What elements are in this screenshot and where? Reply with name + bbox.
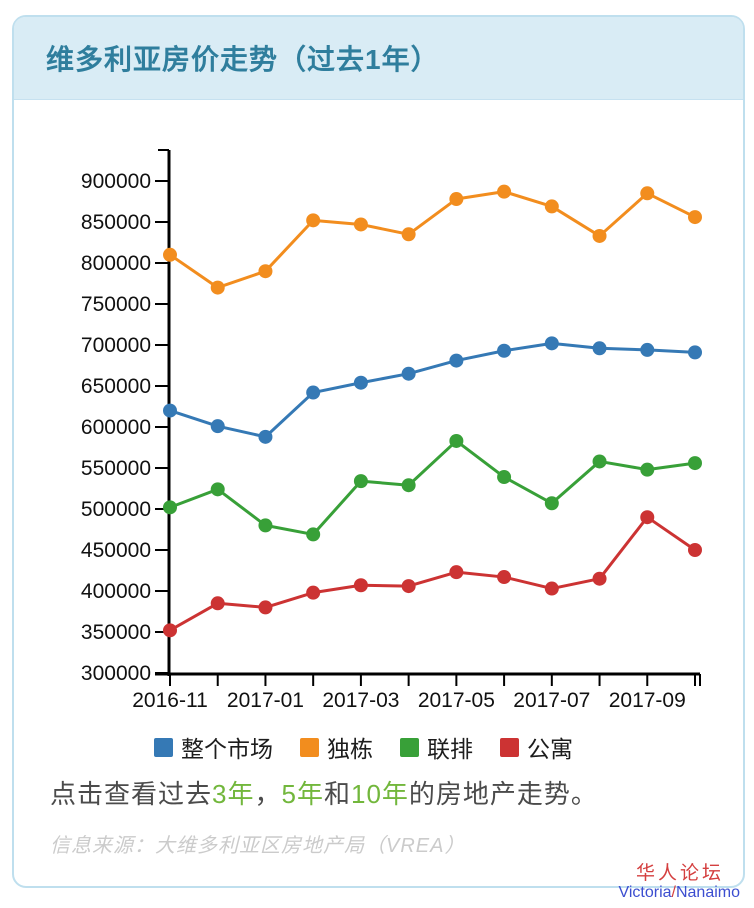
cta-suffix: 的房地产走势。 bbox=[408, 779, 598, 809]
legend-swatch-townhouse bbox=[400, 737, 419, 757]
watermark-forum-name: 华人论坛 bbox=[635, 862, 724, 884]
watermark: 华人论坛 Victoria/Nanaimo bbox=[618, 862, 740, 902]
svg-text:400000: 400000 bbox=[81, 580, 151, 603]
cta-comma: ， bbox=[254, 779, 282, 809]
svg-text:700000: 700000 bbox=[81, 334, 151, 357]
card-header: 维多利亚房价走势（过去1年） bbox=[14, 17, 743, 100]
svg-text:2017-01: 2017-01 bbox=[227, 689, 304, 712]
svg-text:350000: 350000 bbox=[81, 621, 151, 644]
svg-text:450000: 450000 bbox=[81, 539, 151, 562]
chart-series bbox=[163, 184, 702, 638]
cta-prefix: 点击查看过去 bbox=[50, 779, 213, 809]
link-10-years[interactable]: 10年 bbox=[350, 779, 409, 809]
legend-item-detached: 独栋 bbox=[300, 730, 373, 764]
legend-swatch-condo bbox=[500, 737, 519, 757]
svg-text:300000: 300000 bbox=[81, 662, 151, 685]
cta-and: 和 bbox=[323, 779, 351, 809]
legend-item-market: 整个市场 bbox=[154, 730, 273, 764]
legend-label-townhouse: 联排 bbox=[427, 736, 473, 762]
watermark-site-name: Victoria/Nanaimo bbox=[618, 884, 740, 902]
legend-label-market: 整个市场 bbox=[181, 736, 273, 762]
svg-text:650000: 650000 bbox=[81, 375, 151, 398]
cta-text: 点击查看过去3年，5年和10年的房地产走势。 bbox=[50, 774, 598, 811]
link-5-years[interactable]: 5年 bbox=[281, 779, 324, 809]
legend-label-detached: 独栋 bbox=[327, 736, 373, 762]
svg-text:600000: 600000 bbox=[81, 416, 151, 439]
price-trend-chart: 300000 350000 400000 450000 500000 550000 6000… bbox=[81, 149, 702, 712]
legend-item-condo: 公寓 bbox=[500, 730, 573, 764]
svg-text:2017-05: 2017-05 bbox=[418, 689, 495, 712]
legend-swatch-market bbox=[154, 737, 173, 757]
svg-text:2017-07: 2017-07 bbox=[513, 689, 590, 712]
svg-text:500000: 500000 bbox=[81, 498, 151, 521]
svg-text:800000: 800000 bbox=[81, 252, 151, 275]
legend-swatch-detached bbox=[300, 737, 319, 757]
svg-text:2017-09: 2017-09 bbox=[609, 689, 686, 712]
chart-legend: 整个市场 独栋 联排 公寓 bbox=[154, 730, 573, 764]
chart-axes: 300000 350000 400000 450000 500000 550000 6000… bbox=[81, 149, 701, 712]
price-trend-card: 维多利亚房价走势（过去1年） 300000 350000 400000 450000 5… bbox=[12, 15, 745, 888]
legend-label-condo: 公寓 bbox=[527, 736, 573, 762]
svg-text:850000: 850000 bbox=[81, 211, 151, 234]
svg-text:900000: 900000 bbox=[81, 170, 151, 193]
svg-text:550000: 550000 bbox=[81, 457, 151, 480]
legend-item-townhouse: 联排 bbox=[400, 730, 473, 764]
link-3-years[interactable]: 3年 bbox=[212, 779, 255, 809]
page-title: 维多利亚房价走势（过去1年） bbox=[46, 44, 440, 75]
source-attribution: 信息来源：大维多利亚区房地产局（VREA） bbox=[50, 835, 466, 857]
svg-text:2017-03: 2017-03 bbox=[322, 689, 399, 712]
svg-text:750000: 750000 bbox=[81, 293, 151, 316]
svg-text:2016-11: 2016-11 bbox=[132, 689, 208, 712]
